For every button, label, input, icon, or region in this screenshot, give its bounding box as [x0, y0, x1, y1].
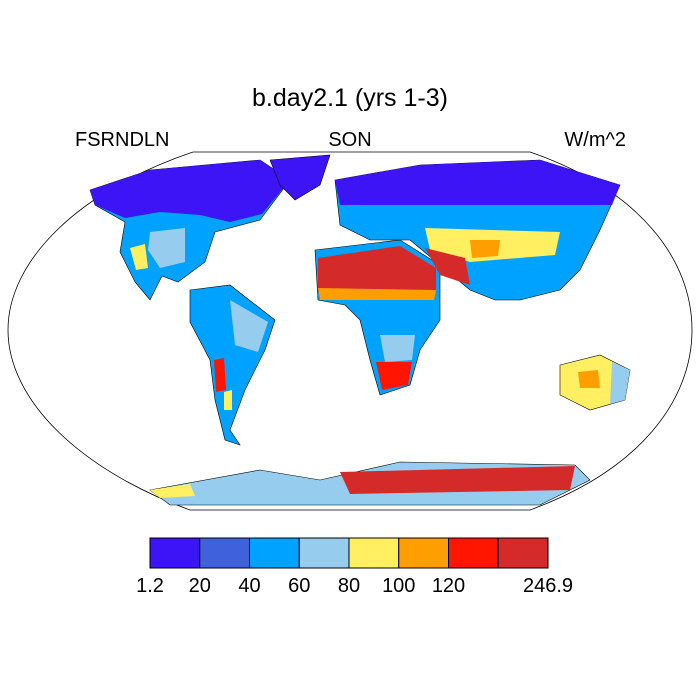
- eurasia-iran: [470, 240, 500, 258]
- left-string: FSRNDLN: [75, 129, 169, 151]
- eurasia-north: [335, 160, 620, 205]
- colorbar-label: 100: [382, 575, 415, 597]
- antarctica-edge: [150, 484, 195, 498]
- colorbar-box: [348, 537, 400, 569]
- africa-south: [380, 335, 415, 362]
- colorbar-box: [199, 537, 250, 569]
- north-america-hot: [130, 244, 148, 270]
- africa-desert: [318, 246, 436, 292]
- australia-east: [610, 362, 630, 404]
- south-america-andes: [214, 358, 226, 392]
- colorbar-box: [497, 537, 549, 569]
- colorbar-box: [448, 537, 499, 569]
- australia-core: [578, 370, 600, 388]
- north-america-west: [148, 228, 185, 268]
- colorbar-label: 80: [338, 575, 360, 597]
- eurasia-arabia: [425, 248, 470, 285]
- africa-kalahari: [376, 362, 412, 390]
- right-string: W/m^2: [564, 129, 626, 151]
- colorbar-label: 1.2: [136, 575, 164, 597]
- colorbar-box: [149, 537, 201, 569]
- colorbar-box: [298, 537, 350, 569]
- colorbar-label: 120: [432, 575, 465, 597]
- colorbar-label: 20: [189, 575, 211, 597]
- south-america-east: [230, 300, 268, 352]
- africa-sahel: [318, 288, 436, 300]
- colorbar-label: 246.9: [523, 575, 573, 597]
- colorbar-box: [398, 537, 449, 569]
- map: [7, 151, 693, 511]
- colorbar: 1.2 20 40 60 80 100 120 246.9: [136, 537, 573, 597]
- south-america-yellow: [224, 390, 232, 410]
- colorbar-box: [249, 537, 300, 569]
- greenland: [269, 154, 331, 201]
- center-string: SON: [328, 129, 371, 151]
- colorbar-label: 60: [288, 575, 310, 597]
- antarctica-core: [340, 466, 575, 494]
- title: b.day2.1 (yrs 1-3): [252, 84, 448, 112]
- north-america-north: [90, 160, 290, 222]
- colorbar-label: 40: [238, 575, 260, 597]
